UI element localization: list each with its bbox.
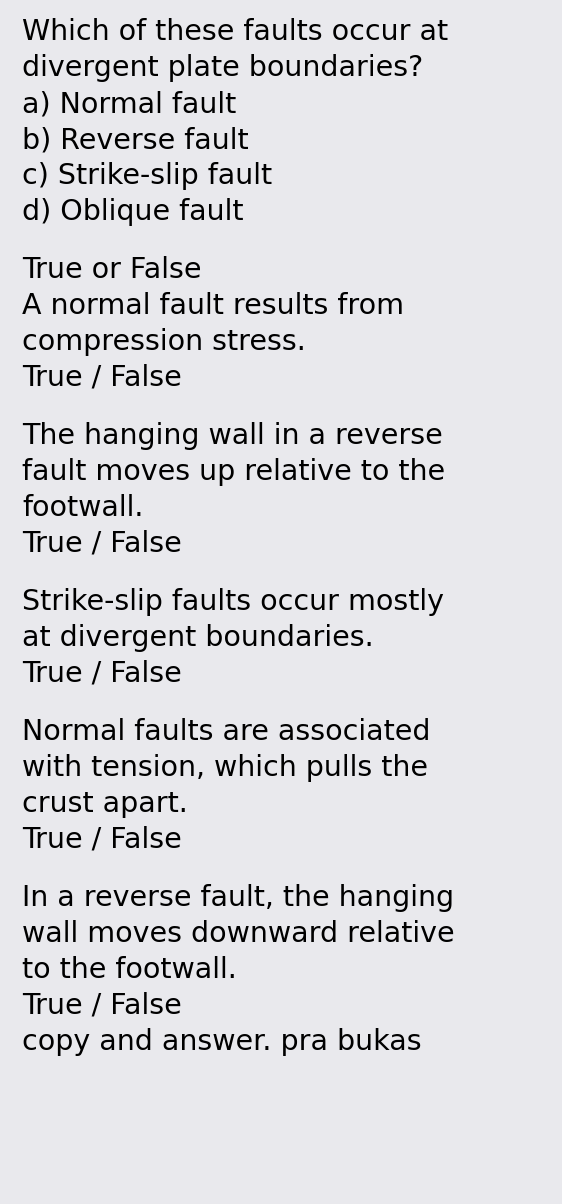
Text: In a reverse fault, the hanging: In a reverse fault, the hanging	[22, 884, 454, 911]
Text: True / False: True / False	[22, 826, 182, 854]
Text: Strike-slip faults occur mostly: Strike-slip faults occur mostly	[22, 588, 444, 616]
Text: divergent plate boundaries?: divergent plate boundaries?	[22, 54, 423, 82]
Text: with tension, which pulls the: with tension, which pulls the	[22, 754, 428, 783]
Text: True or False: True or False	[22, 256, 202, 284]
Text: True / False: True / False	[22, 660, 182, 687]
Text: compression stress.: compression stress.	[22, 327, 306, 356]
Text: The hanging wall in a reverse: The hanging wall in a reverse	[22, 421, 443, 450]
Text: fault moves up relative to the: fault moves up relative to the	[22, 458, 445, 486]
Text: d) Oblique fault: d) Oblique fault	[22, 197, 243, 226]
Text: a) Normal fault: a) Normal fault	[22, 90, 236, 118]
Text: True / False: True / False	[22, 530, 182, 557]
Text: wall moves downward relative: wall moves downward relative	[22, 920, 455, 948]
Text: footwall.: footwall.	[22, 494, 143, 523]
Text: Which of these faults occur at: Which of these faults occur at	[22, 18, 448, 46]
Text: Normal faults are associated: Normal faults are associated	[22, 718, 430, 746]
Text: at divergent boundaries.: at divergent boundaries.	[22, 624, 374, 653]
Text: to the footwall.: to the footwall.	[22, 956, 237, 984]
Text: crust apart.: crust apart.	[22, 790, 188, 818]
Text: True / False: True / False	[22, 364, 182, 393]
Text: b) Reverse fault: b) Reverse fault	[22, 126, 248, 154]
Text: c) Strike-slip fault: c) Strike-slip fault	[22, 163, 272, 190]
Text: A normal fault results from: A normal fault results from	[22, 293, 404, 320]
Text: True / False: True / False	[22, 992, 182, 1020]
Text: copy and answer. pra bukas: copy and answer. pra bukas	[22, 1028, 422, 1056]
